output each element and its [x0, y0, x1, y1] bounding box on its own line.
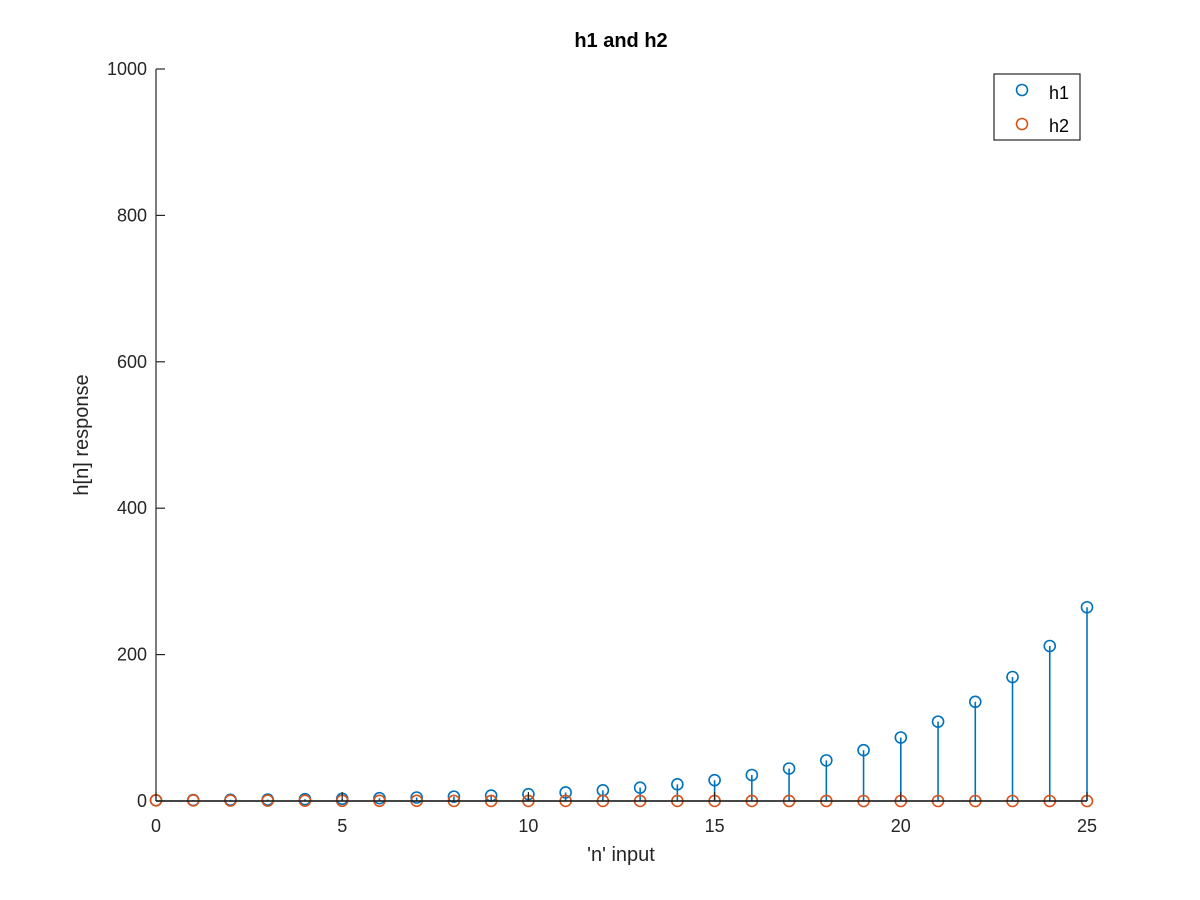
y-tick-label: 600	[117, 352, 147, 372]
legend-marker-h2	[1015, 117, 1029, 131]
marker-h1	[968, 695, 982, 709]
marker-h1	[559, 786, 572, 799]
marker-h1	[447, 790, 461, 803]
y-tick-label: 1000	[107, 59, 147, 79]
legend-label-h1: h1	[1049, 83, 1069, 103]
x-ticks: 0 5 10 15 20 25	[151, 792, 1097, 836]
marker-h1	[745, 768, 759, 782]
marker-h1	[633, 781, 647, 794]
x-tick-label: 25	[1077, 816, 1097, 836]
x-tick-label: 20	[891, 816, 911, 836]
marker-h1	[671, 778, 684, 791]
marker-h1	[1080, 600, 1094, 614]
x-tick-label: 10	[518, 816, 538, 836]
marker-h1	[1043, 639, 1057, 653]
legend: h1 h2	[993, 73, 1081, 141]
axes	[155, 69, 1087, 802]
marker-h1	[410, 791, 423, 804]
y-tick-label: 400	[117, 498, 147, 518]
x-tick-label: 15	[705, 816, 725, 836]
legend-marker-h1	[1015, 83, 1029, 97]
marker-h1	[931, 715, 945, 728]
marker-h1	[782, 762, 796, 775]
marker-h1	[708, 773, 721, 787]
marker-h1	[820, 754, 833, 767]
x-tick-label: 0	[151, 816, 161, 836]
y-axis-label: h[n] response	[71, 374, 93, 495]
y-tick-label: 0	[137, 791, 147, 811]
marker-h1	[857, 743, 870, 757]
legend-box	[993, 73, 1081, 141]
marker-h1	[894, 731, 908, 744]
x-axis-label: 'n' input	[587, 844, 655, 866]
chart-title: h1 and h2	[574, 30, 667, 52]
legend-label-h2: h2	[1049, 116, 1069, 136]
y-ticks: 0 200 400 600 800 1000	[107, 59, 165, 811]
x-tick-label: 5	[337, 816, 347, 836]
y-tick-label: 800	[117, 205, 147, 225]
y-tick-label: 200	[117, 645, 147, 665]
marker-h1	[1006, 670, 1019, 684]
